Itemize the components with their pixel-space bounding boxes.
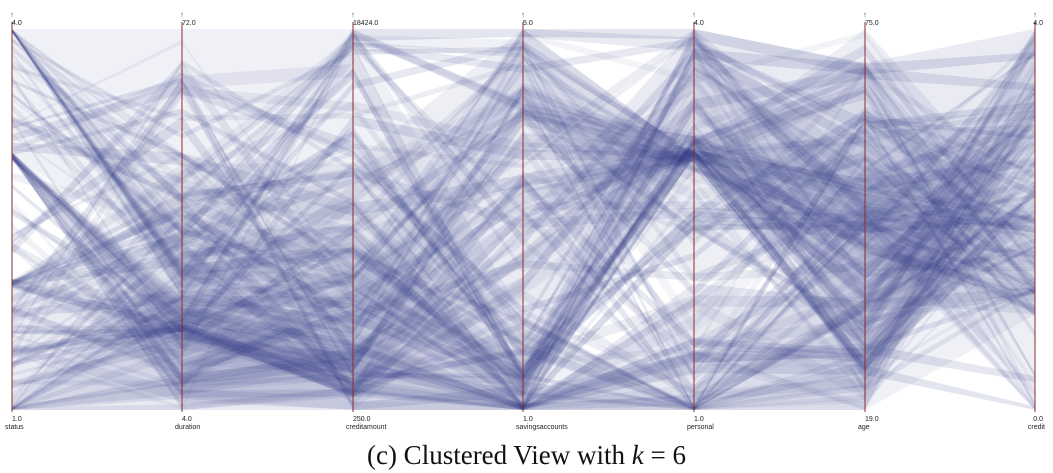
record-band bbox=[12, 82, 1035, 411]
record-band bbox=[12, 96, 1035, 410]
record-band bbox=[12, 34, 1035, 318]
record-band bbox=[12, 85, 1035, 374]
record-band bbox=[12, 71, 1035, 410]
caption-suffix: = 6 bbox=[643, 440, 687, 470]
record-band bbox=[12, 64, 1035, 366]
record-band bbox=[12, 146, 1035, 410]
cluster-band-4 bbox=[12, 29, 1035, 410]
cluster-band-2 bbox=[12, 29, 1035, 410]
axis-direction-arrow: ↑ bbox=[692, 12, 696, 19]
axis-direction-arrow: ↑ bbox=[521, 12, 525, 19]
axis-min-label: 4.0 bbox=[182, 416, 192, 423]
axis-min-label: 19.0 bbox=[865, 416, 879, 423]
axis-name-label: duration bbox=[175, 424, 200, 431]
record-band bbox=[12, 153, 1035, 411]
record-band bbox=[12, 89, 1035, 376]
axis-direction-arrow: ↑ bbox=[180, 12, 184, 19]
axis-min-label: 250.0 bbox=[353, 416, 371, 423]
record-band bbox=[12, 115, 1035, 388]
record-band bbox=[12, 126, 1035, 399]
record-band bbox=[12, 82, 1035, 389]
record-band bbox=[12, 101, 1035, 410]
record-band bbox=[12, 32, 1035, 315]
record-band bbox=[12, 195, 1035, 410]
axis-name-label: status bbox=[5, 424, 24, 431]
axis-max-label: 4.0 bbox=[1033, 20, 1043, 27]
axis-max-label: 5.0 bbox=[523, 20, 533, 27]
record-band bbox=[12, 101, 1035, 349]
axis-min-label: 1.0 bbox=[523, 416, 533, 423]
record-band bbox=[12, 61, 1035, 366]
axis-max-label: 75.0 bbox=[865, 20, 879, 27]
record-band bbox=[12, 29, 1035, 410]
cluster-band-3 bbox=[12, 29, 1035, 410]
record-band bbox=[12, 29, 1035, 398]
record-band bbox=[12, 72, 1035, 411]
axis-direction-arrow: ↑ bbox=[1033, 12, 1037, 19]
axis-direction-arrow: ↑ bbox=[351, 12, 355, 19]
axis-name-label: personal bbox=[687, 424, 714, 431]
axis-max-label: 72.0 bbox=[182, 20, 196, 27]
axis-name-label: creditamount bbox=[346, 424, 387, 431]
axis-name-label: savingsaccounts bbox=[516, 424, 568, 431]
axes-group: ↑4.01.0status↑72.04.0duration↑18424.0250… bbox=[5, 12, 1045, 431]
figure-caption: (c) Clustered View with k = 6 bbox=[0, 440, 1053, 471]
record-band bbox=[12, 102, 1035, 411]
record-band bbox=[12, 113, 1035, 407]
cluster-band-5 bbox=[12, 29, 1035, 410]
record-band bbox=[12, 108, 1035, 410]
axis-min-label: 0.0 bbox=[1033, 416, 1043, 423]
record-band bbox=[12, 29, 1035, 338]
record-band bbox=[12, 149, 1035, 372]
record-band bbox=[12, 66, 1035, 381]
record-band bbox=[12, 49, 1035, 383]
axis-name-label: credit bbox=[1028, 424, 1045, 431]
axis-direction-arrow: ↑ bbox=[10, 12, 14, 19]
record-band bbox=[12, 41, 1035, 411]
axis-max-label: 18424.0 bbox=[353, 20, 378, 27]
record-band bbox=[12, 39, 1035, 408]
parallel-coordinates-chart: ↑4.01.0status↑72.04.0duration↑18424.0250… bbox=[5, 12, 1045, 431]
axis-max-label: 4.0 bbox=[12, 20, 22, 27]
caption-variable: k bbox=[631, 440, 644, 470]
record-band bbox=[12, 114, 1035, 388]
axis-name-label: age bbox=[858, 424, 870, 431]
caption-prefix: (c) Clustered View with bbox=[366, 440, 632, 470]
record-band bbox=[12, 55, 1035, 359]
record-band bbox=[12, 102, 1035, 410]
axis-direction-arrow: ↑ bbox=[863, 12, 867, 19]
record-band bbox=[12, 29, 1035, 410]
axis-min-label: 1.0 bbox=[12, 416, 22, 423]
cluster-band-1 bbox=[12, 29, 1035, 410]
record-band bbox=[12, 29, 1035, 373]
record-band bbox=[12, 149, 1035, 411]
axis-max-label: 4.0 bbox=[694, 20, 704, 27]
axis-min-label: 1.0 bbox=[694, 416, 704, 423]
record-band bbox=[12, 178, 1035, 410]
record-band bbox=[12, 78, 1035, 368]
record-band bbox=[12, 51, 1035, 401]
record-band bbox=[12, 61, 1035, 410]
